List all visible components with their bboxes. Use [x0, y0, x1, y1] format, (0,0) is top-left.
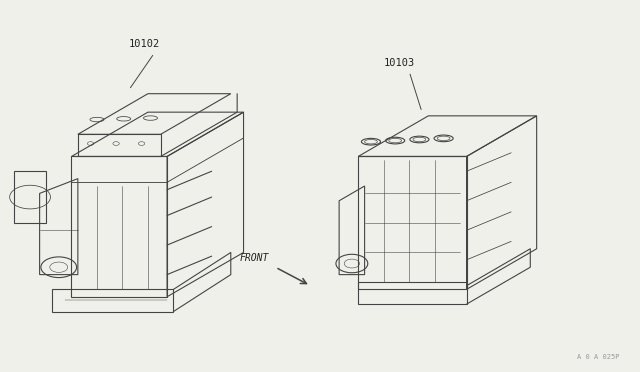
Text: A 0 A 025P: A 0 A 025P — [577, 353, 620, 359]
Text: 10103: 10103 — [384, 58, 415, 68]
Text: FRONT: FRONT — [239, 253, 269, 263]
Text: 10102: 10102 — [129, 39, 160, 49]
